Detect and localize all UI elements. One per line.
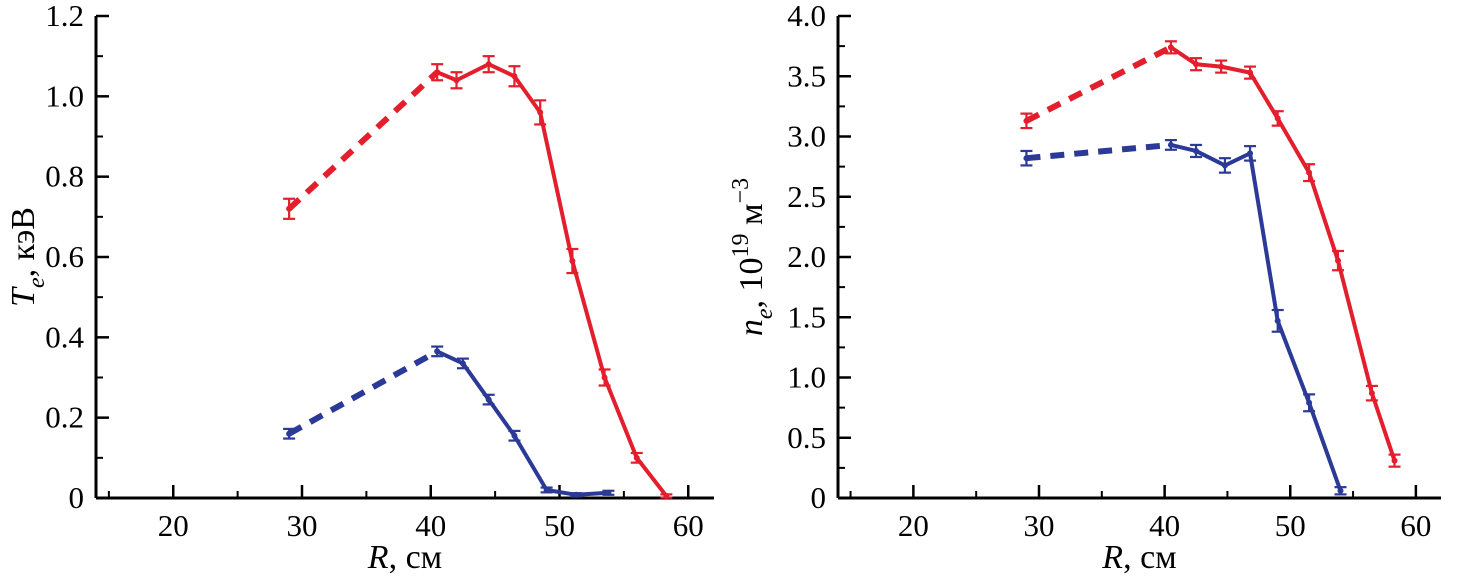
x-tick-label: 60 — [1400, 508, 1431, 543]
data-point — [1247, 150, 1254, 157]
data-point — [286, 205, 293, 212]
data-point — [453, 77, 460, 84]
x-tick-label: 30 — [1024, 508, 1055, 543]
y-tick-label: 0.5 — [787, 420, 826, 455]
axes: 20 30 40 50 60 0 0.2 0.4 0.6 0.8 1.0 1.2 — [45, 0, 714, 543]
data-point — [1306, 399, 1313, 406]
te-profile-chart: 20 30 40 50 60 0 0.2 0.4 0.6 0.8 1.0 1.2 R, см Te, кэ… — [5, 0, 714, 576]
x-tick-label: 40 — [415, 508, 446, 543]
y-tick-label: 0.8 — [45, 159, 84, 194]
data-point — [1274, 317, 1281, 324]
data-point — [434, 69, 441, 76]
data-point — [1337, 487, 1344, 494]
dashed-segment — [1026, 141, 1172, 162]
axes: 20 30 40 50 60 0 0.5 1.0 1.5 2.0 2.5 3.0 3.5 4.0 — [787, 0, 1441, 543]
y-tick-label: 3.0 — [787, 119, 826, 154]
data-point — [1218, 63, 1225, 70]
data-point — [1368, 390, 1375, 397]
y-tick-label: 0 — [69, 480, 85, 515]
dashed-segment — [287, 348, 439, 437]
data-point — [605, 489, 612, 496]
data-point — [434, 348, 441, 355]
data-point — [485, 396, 492, 403]
y-tick-label: 0.4 — [45, 319, 84, 354]
data-point — [537, 109, 544, 116]
ne-profile-chart: 20 30 40 50 60 0 0.5 1.0 1.5 2.0 2.5 3.0 3.5 4.0 R, см… — [728, 0, 1441, 576]
x-tick-label: 30 — [287, 508, 318, 543]
solid-segment — [436, 349, 609, 497]
data-point — [1193, 147, 1200, 154]
solid-segment — [1169, 45, 1397, 462]
ne-red-curve — [1020, 40, 1401, 468]
x-tick-label: 50 — [1275, 508, 1306, 543]
y-tick-label: 1.2 — [45, 0, 84, 33]
data-point — [459, 360, 466, 367]
data-point — [663, 492, 670, 499]
data-point — [1247, 69, 1254, 76]
data-point — [511, 73, 518, 80]
y-tick-label: 2.5 — [787, 179, 826, 214]
data-point — [543, 486, 550, 493]
data-point — [633, 454, 640, 461]
data-point — [286, 430, 293, 437]
y-tick-label: 0.2 — [45, 400, 84, 435]
x-tick-label: 40 — [1149, 508, 1180, 543]
data-point — [1274, 115, 1281, 122]
dashed-segment — [1025, 44, 1173, 124]
data-point — [1391, 457, 1398, 464]
x-tick-label: 50 — [544, 508, 575, 543]
data-point — [1193, 61, 1200, 68]
x-axis-title: R, см — [367, 539, 442, 576]
y-tick-label: 2.0 — [787, 239, 826, 274]
y-tick-label: 3.5 — [787, 58, 826, 93]
Te-red-curve — [283, 55, 673, 499]
y-tick-label: 0 — [811, 480, 827, 515]
data-point — [601, 374, 608, 381]
data-point — [1306, 169, 1313, 176]
solid-segment — [436, 62, 668, 498]
y-axis-title: Te, кэВ — [5, 207, 50, 307]
data-point — [1023, 117, 1030, 124]
x-tick-label: 20 — [898, 508, 929, 543]
y-tick-label: 4.0 — [787, 0, 826, 33]
data-point — [573, 491, 580, 498]
data-point — [1167, 141, 1174, 148]
ne-blue-curve — [1020, 139, 1347, 496]
y-tick-label: 0.6 — [45, 239, 84, 274]
x-axis-title: R, см — [1101, 539, 1176, 576]
data-point — [1221, 162, 1228, 169]
data-point — [1334, 257, 1341, 264]
y-axis-title: ne, 1019 м−3 — [728, 178, 778, 336]
data-point — [511, 432, 518, 439]
y-tick-label: 1.5 — [787, 299, 826, 334]
y-tick-label: 1.0 — [787, 360, 826, 395]
Te-blue-curve — [283, 345, 615, 498]
data-point — [569, 258, 576, 265]
data-point — [1023, 155, 1030, 162]
dashed-segment — [287, 70, 440, 212]
y-tick-label: 1.0 — [45, 78, 84, 113]
x-tick-label: 20 — [158, 508, 189, 543]
x-tick-label: 60 — [673, 508, 704, 543]
data-point — [1167, 44, 1174, 51]
data-point — [485, 61, 492, 68]
